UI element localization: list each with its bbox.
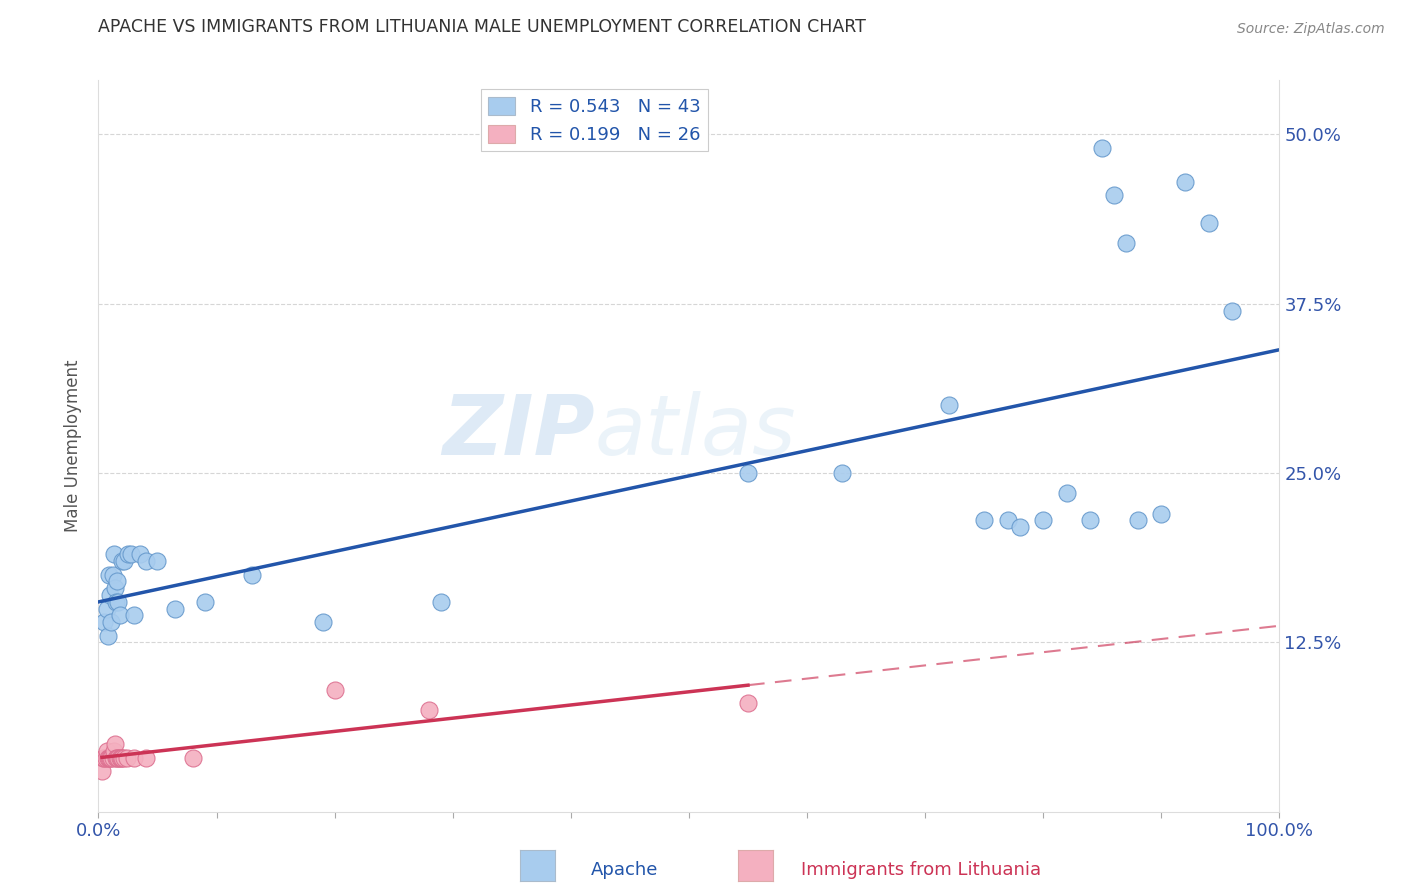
Point (111, 554, 134, 568)
Point (103, 744, 125, 758)
Point (115, 750, 138, 764)
Point (105, 750, 128, 764)
Text: Source: ZipAtlas.com: Source: ZipAtlas.com (1237, 22, 1385, 37)
Point (100, 615, 122, 629)
Point (1056, 486, 1078, 500)
Point (98, 588, 121, 602)
Point (97, 750, 120, 764)
Point (97, 629, 120, 643)
Point (103, 547, 125, 561)
Point (1150, 507, 1173, 521)
Point (111, 750, 134, 764)
Point (101, 567, 124, 582)
Text: atlas: atlas (595, 391, 796, 472)
Point (1080, 514, 1102, 528)
Point (98, 750, 121, 764)
Point (1102, 188, 1125, 202)
Point (737, 466, 759, 480)
Point (108, 750, 131, 764)
Point (112, 750, 135, 764)
Point (107, 750, 129, 764)
Point (1126, 514, 1149, 528)
Point (98, 750, 121, 764)
Point (122, 608, 145, 623)
Point (938, 398, 960, 412)
Point (91, 764, 114, 778)
Point (107, 595, 129, 609)
Legend: R = 0.543   N = 43, R = 0.199   N = 26: R = 0.543 N = 43, R = 0.199 N = 26 (481, 89, 707, 152)
Point (117, 547, 139, 561)
Y-axis label: Male Unemployment: Male Unemployment (65, 359, 83, 533)
Point (1008, 520, 1031, 534)
Point (100, 750, 122, 764)
Point (105, 750, 128, 764)
Point (105, 574, 128, 589)
Point (98, 567, 121, 582)
Point (105, 595, 128, 609)
Point (104, 581, 127, 595)
Point (973, 514, 995, 528)
Point (1032, 514, 1054, 528)
Point (240, 567, 263, 582)
Point (121, 547, 143, 561)
Text: Apache: Apache (591, 861, 658, 879)
Text: Immigrants from Lithuania: Immigrants from Lithuania (801, 861, 1042, 879)
Point (96, 601, 118, 615)
Point (831, 466, 853, 480)
Point (135, 750, 157, 764)
Point (135, 554, 157, 568)
Point (1091, 141, 1114, 155)
Text: ZIP: ZIP (441, 391, 595, 472)
Point (93, 615, 115, 629)
Point (94, 750, 117, 764)
Point (194, 595, 217, 609)
Point (1198, 215, 1220, 229)
Point (323, 682, 346, 697)
Point (112, 554, 135, 568)
Point (1220, 303, 1243, 318)
Point (418, 703, 440, 717)
Point (93, 750, 115, 764)
Point (430, 595, 453, 609)
Point (312, 615, 335, 629)
Point (101, 750, 124, 764)
Point (91, 750, 114, 764)
Point (1115, 235, 1137, 250)
Point (146, 554, 169, 568)
Point (737, 697, 759, 711)
Point (122, 750, 145, 764)
Point (997, 514, 1019, 528)
Point (104, 737, 127, 751)
Point (1174, 175, 1197, 189)
Point (96, 744, 118, 758)
Point (128, 547, 150, 561)
Point (108, 608, 131, 623)
Point (110, 750, 132, 764)
Point (165, 601, 187, 615)
Text: APACHE VS IMMIGRANTS FROM LITHUANIA MALE UNEMPLOYMENT CORRELATION CHART: APACHE VS IMMIGRANTS FROM LITHUANIA MALE… (98, 18, 866, 36)
Point (181, 750, 204, 764)
